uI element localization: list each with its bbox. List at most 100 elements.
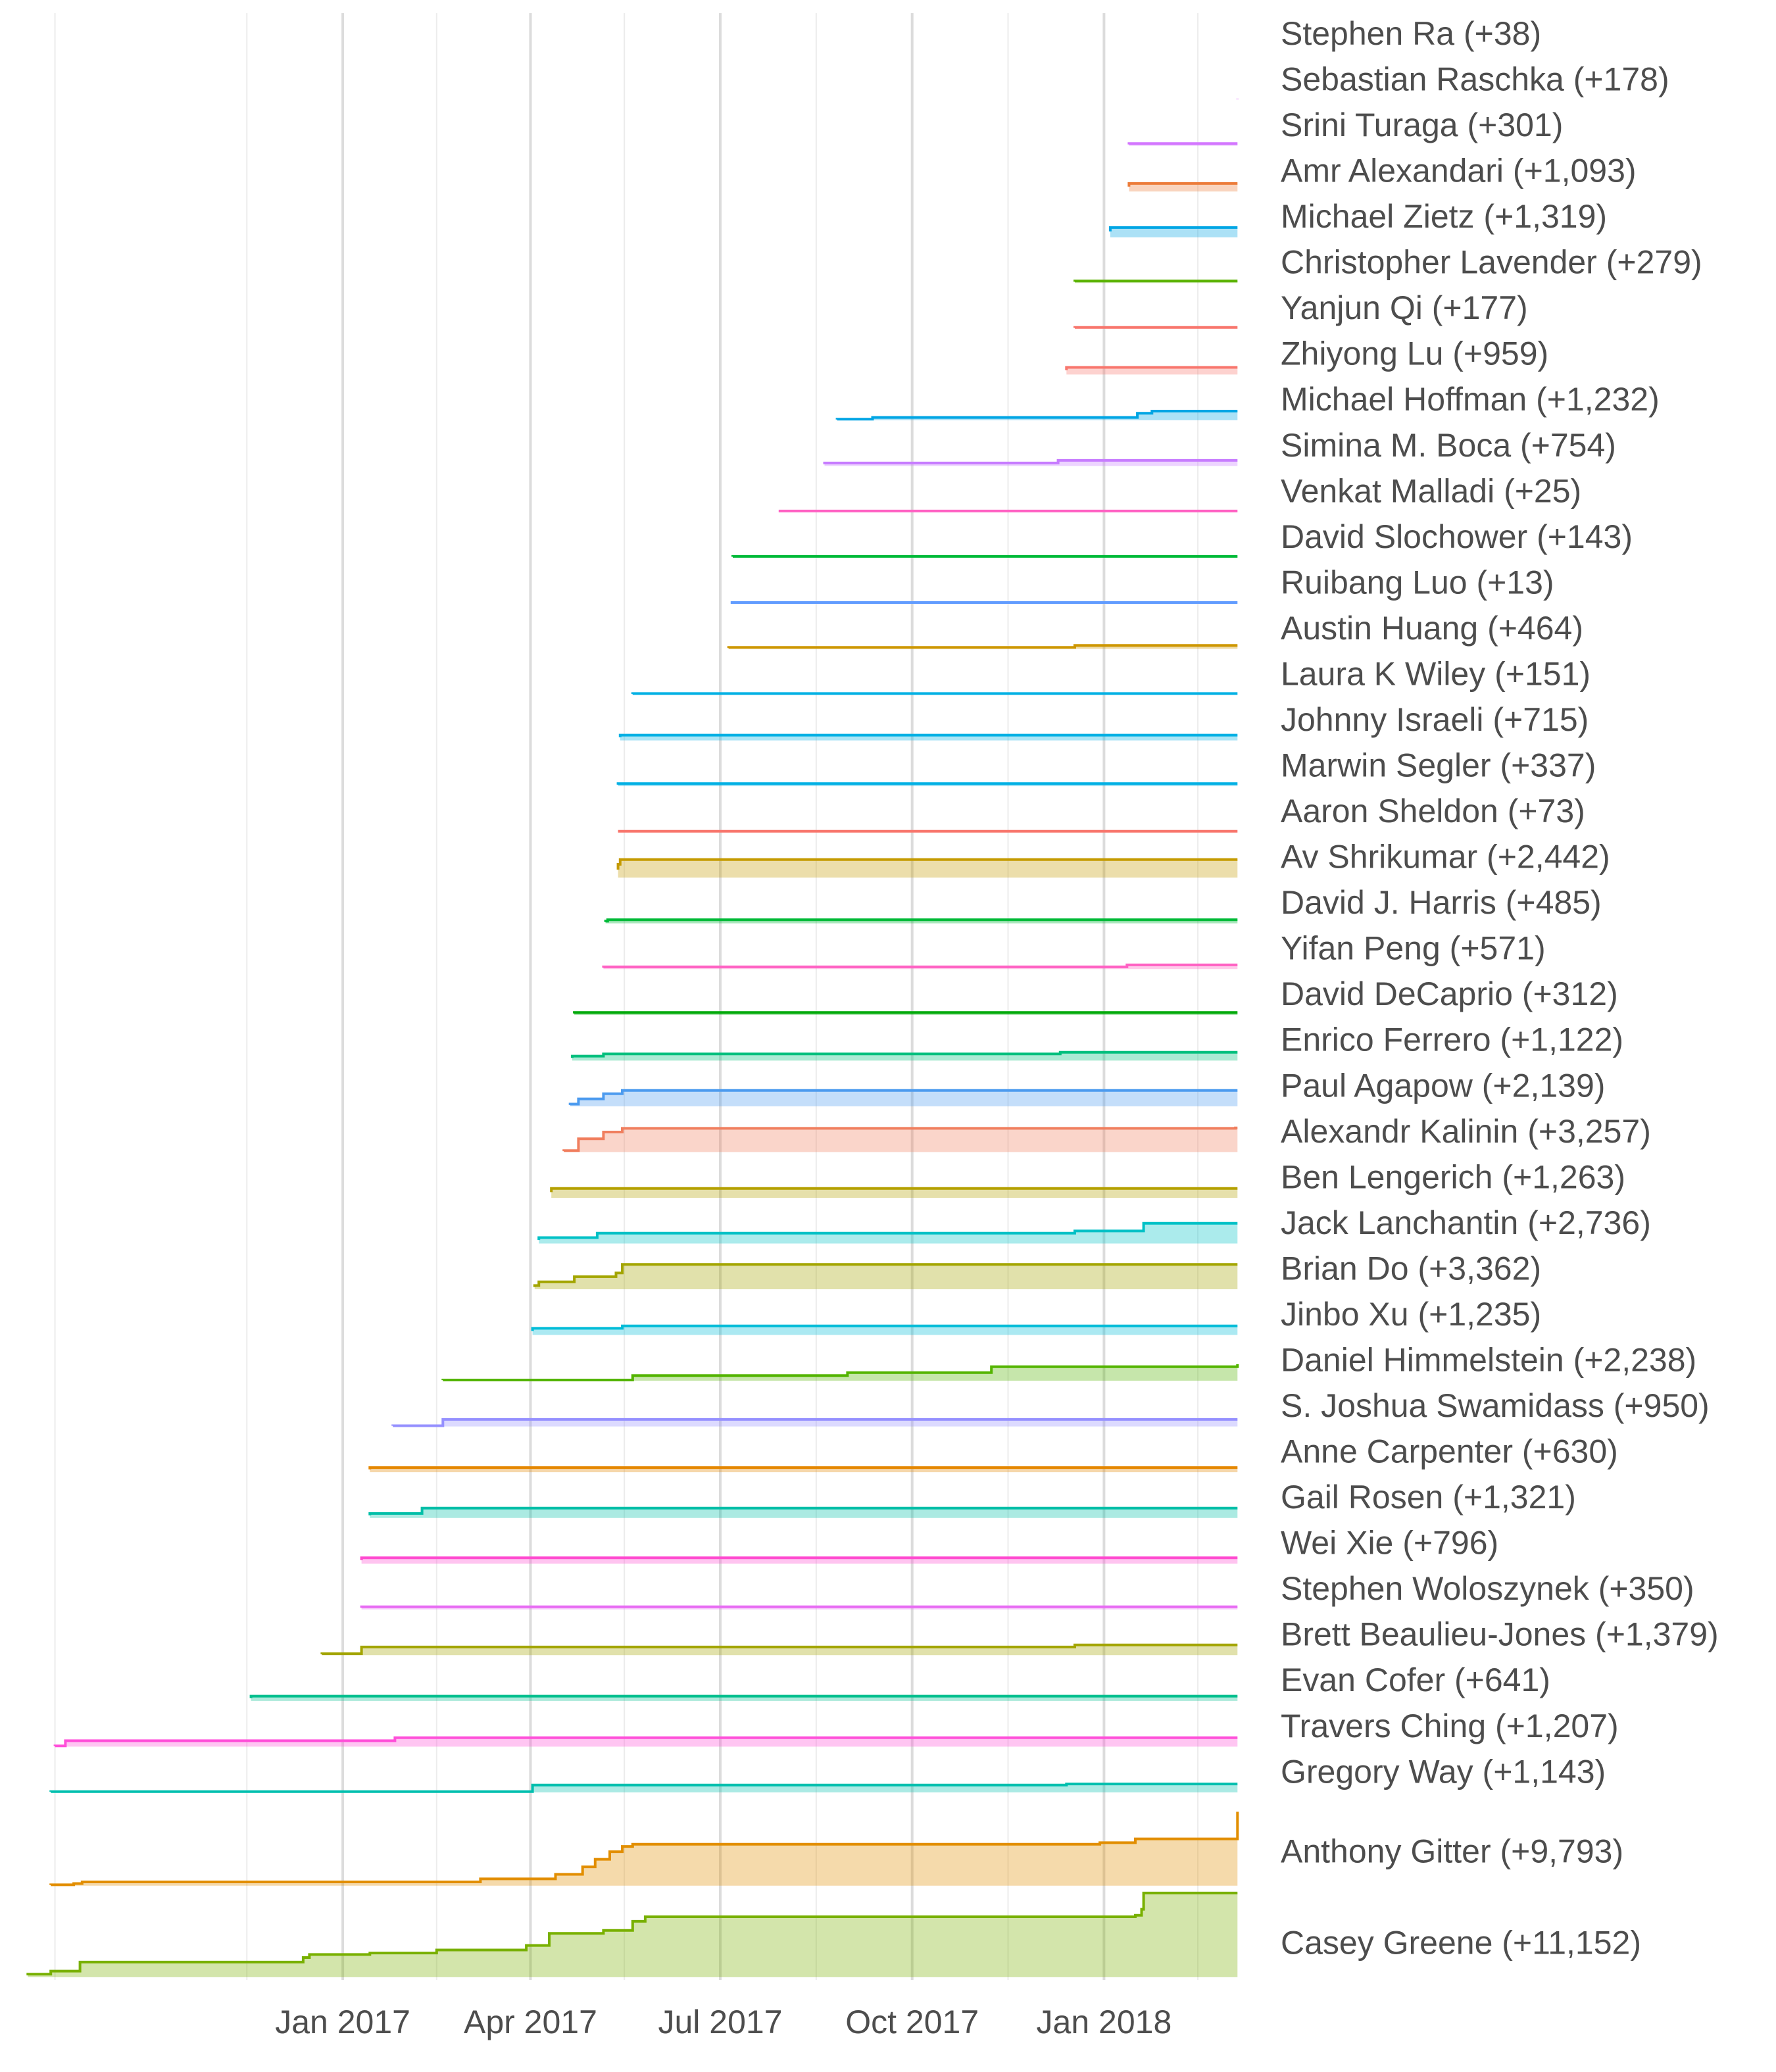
series-ribbon xyxy=(1110,227,1238,237)
series-s-joshua-swamidass xyxy=(391,1418,1238,1427)
author-label: Daniel Himmelstein (+2,238) xyxy=(1281,1341,1696,1378)
series-line xyxy=(53,1736,1238,1748)
series-ribbon xyxy=(534,1264,1238,1290)
series-line xyxy=(602,963,1238,968)
series-yanjun-qi xyxy=(1073,326,1238,329)
x-tick-label: Oct 2017 xyxy=(845,2004,979,2040)
series-srini-turaga xyxy=(1127,142,1238,146)
author-label: Laura K Wiley (+151) xyxy=(1281,655,1591,692)
series-line xyxy=(1127,142,1238,145)
series-jinbo-xu xyxy=(531,1324,1238,1335)
series-christopher-lavender xyxy=(1073,280,1238,284)
series-ben-lengerich xyxy=(550,1187,1238,1198)
series-line xyxy=(360,1556,1238,1560)
author-label: Aaron Sheldon (+73) xyxy=(1281,793,1585,829)
author-label: Michael Hoffman (+1,232) xyxy=(1281,381,1660,418)
series-line xyxy=(49,1812,1239,1887)
author-label: Jinbo Xu (+1,235) xyxy=(1281,1296,1541,1333)
author-label: Jack Lanchantin (+2,736) xyxy=(1281,1204,1651,1241)
series-laura-k-wiley xyxy=(631,692,1238,695)
series-simina-m-boca xyxy=(823,458,1238,466)
series-ribbon xyxy=(564,1127,1238,1152)
author-label: S. Joshua Swamidass (+950) xyxy=(1281,1387,1710,1424)
series-line xyxy=(360,1605,1238,1608)
series-line xyxy=(618,733,1238,737)
series-line xyxy=(249,1694,1238,1698)
series-michael-hoffman xyxy=(835,410,1238,421)
series-anne-carpenter xyxy=(368,1466,1238,1473)
author-label: Srini Turaga (+301) xyxy=(1281,107,1563,143)
author-labels: Stephen Ra (+38) Sebastian Raschka (+178)… xyxy=(1281,15,1719,1961)
series-line xyxy=(368,1466,1238,1469)
series-alexandr-kalinin xyxy=(562,1126,1238,1152)
author-label: Anthony Gitter (+9,793) xyxy=(1281,1833,1623,1869)
series-line xyxy=(562,1126,1238,1152)
series-zhiyong-lu xyxy=(1065,366,1238,375)
series-evan-cofer xyxy=(249,1694,1238,1701)
author-label: Gregory Way (+1,143) xyxy=(1281,1753,1606,1790)
author-label: David Slochower (+143) xyxy=(1281,518,1633,555)
author-label: Av Shrikumar (+2,442) xyxy=(1281,839,1610,876)
series-gail-rosen xyxy=(368,1506,1238,1518)
series-austin-huang xyxy=(727,644,1238,649)
author-label: Evan Cofer (+641) xyxy=(1281,1662,1550,1698)
author-label: Enrico Ferrero (+1,122) xyxy=(1281,1022,1623,1058)
series-line xyxy=(823,458,1238,464)
series-travers-ching xyxy=(53,1736,1238,1748)
series-brett-beaulieu-jones xyxy=(320,1643,1238,1656)
series-line xyxy=(604,918,1238,923)
author-label: Anne Carpenter (+630) xyxy=(1281,1433,1618,1470)
series-johnny-israeli xyxy=(618,733,1238,741)
author-label: Venkat Malladi (+25) xyxy=(1281,472,1581,509)
series-ribbon xyxy=(532,1325,1238,1335)
x-tick-label: Jan 2017 xyxy=(275,2004,410,2040)
series-line xyxy=(533,1263,1238,1287)
series-line xyxy=(631,692,1238,695)
series-ribbon xyxy=(837,411,1238,420)
author-label: Travers Ching (+1,207) xyxy=(1281,1708,1619,1744)
series-yifan-peng xyxy=(602,963,1238,970)
series-daniel-himmelstein xyxy=(441,1364,1239,1381)
author-label: Sebastian Raschka (+178) xyxy=(1281,61,1669,98)
series-david-j-harris xyxy=(604,918,1238,924)
author-label: Yanjun Qi (+177) xyxy=(1281,289,1528,326)
series-line xyxy=(727,644,1238,649)
author-label: David J. Harris (+485) xyxy=(1281,884,1602,921)
author-label: Johnny Israeli (+715) xyxy=(1281,701,1589,738)
series-line xyxy=(441,1364,1239,1381)
series-ribbon xyxy=(1066,367,1238,375)
author-label: Paul Agapow (+2,139) xyxy=(1281,1067,1605,1104)
series-line xyxy=(1073,280,1238,283)
series-aaron-sheldon xyxy=(618,829,1238,833)
x-tick-label: Apr 2017 xyxy=(464,2004,597,2040)
series-anthony-gitter xyxy=(49,1812,1239,1887)
series-line xyxy=(570,1050,1238,1058)
author-label: Wei Xie (+796) xyxy=(1281,1525,1498,1562)
series-layer xyxy=(26,53,1239,1977)
series-jack-lanchantin xyxy=(537,1221,1238,1244)
series-line xyxy=(49,1783,1238,1793)
x-tick-label: Jan 2018 xyxy=(1037,2004,1172,2040)
series-venkat-malladi xyxy=(778,509,1238,512)
grid-lines xyxy=(54,13,1199,1980)
author-label: Marwin Segler (+337) xyxy=(1281,747,1596,784)
author-label: Michael Zietz (+1,319) xyxy=(1281,198,1607,235)
series-av-shrikumar xyxy=(616,858,1238,878)
series-wei-xie xyxy=(360,1556,1238,1564)
series-line xyxy=(568,1089,1238,1106)
author-label: Casey Greene (+11,152) xyxy=(1281,1924,1641,1961)
series-ribbon xyxy=(55,1737,1238,1747)
series-line xyxy=(573,1011,1238,1014)
series-line xyxy=(1065,366,1238,370)
author-label: Brett Beaulieu-Jones (+1,379) xyxy=(1281,1616,1719,1653)
series-ribbon xyxy=(620,735,1238,741)
author-label: Alexandr Kalinin (+3,257) xyxy=(1281,1113,1651,1150)
series-stephen-woloszynek xyxy=(360,1605,1238,1610)
series-gregory-way xyxy=(49,1783,1238,1793)
series-david-decaprio xyxy=(573,1011,1238,1015)
series-line xyxy=(835,410,1238,421)
series-line xyxy=(26,1891,1238,1976)
author-label: Ruibang Luo (+13) xyxy=(1281,564,1554,601)
series-david-slochower xyxy=(731,555,1238,558)
